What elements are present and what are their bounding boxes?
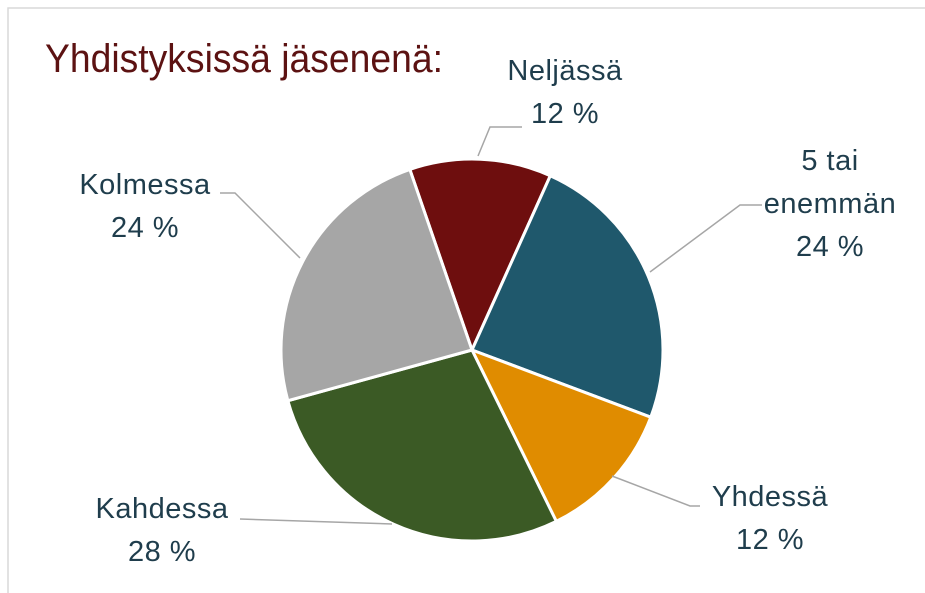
value-label: 12 % bbox=[735, 524, 805, 556]
value-label: 12 % bbox=[530, 98, 600, 130]
leader-line bbox=[477, 126, 522, 157]
leader-line bbox=[611, 475, 700, 507]
frame bbox=[7, 7, 925, 593]
data-label: Kahdessa 28 % bbox=[72, 488, 252, 574]
data-label: Neljässä 12 % bbox=[480, 50, 650, 136]
chart-title: Yhdistyksissä jäsenenä: bbox=[45, 37, 443, 81]
leader-line bbox=[239, 518, 393, 525]
pie-slice bbox=[286, 348, 559, 543]
leader-line bbox=[649, 204, 762, 273]
value-label: 28 % bbox=[127, 536, 197, 568]
category-label: Kolmessa bbox=[79, 169, 211, 201]
pie-slice bbox=[468, 347, 653, 524]
value-label: 24 % bbox=[110, 212, 180, 244]
category-label: Yhdessä bbox=[711, 481, 829, 513]
data-label: Yhdessä 12 % bbox=[690, 476, 850, 562]
data-label: 5 tai enemmän 24 % bbox=[735, 140, 925, 269]
pie-slice bbox=[469, 173, 665, 420]
value-label: 24 % bbox=[795, 231, 865, 263]
category-label: Neljässä bbox=[507, 55, 623, 87]
category-label: Kahdessa bbox=[95, 493, 229, 525]
leader-line bbox=[220, 192, 301, 259]
pie-slice bbox=[407, 157, 553, 355]
pie-slice bbox=[279, 167, 474, 403]
data-label: Kolmessa 24 % bbox=[60, 164, 230, 250]
category-label: 5 tai enemmän bbox=[763, 145, 897, 220]
